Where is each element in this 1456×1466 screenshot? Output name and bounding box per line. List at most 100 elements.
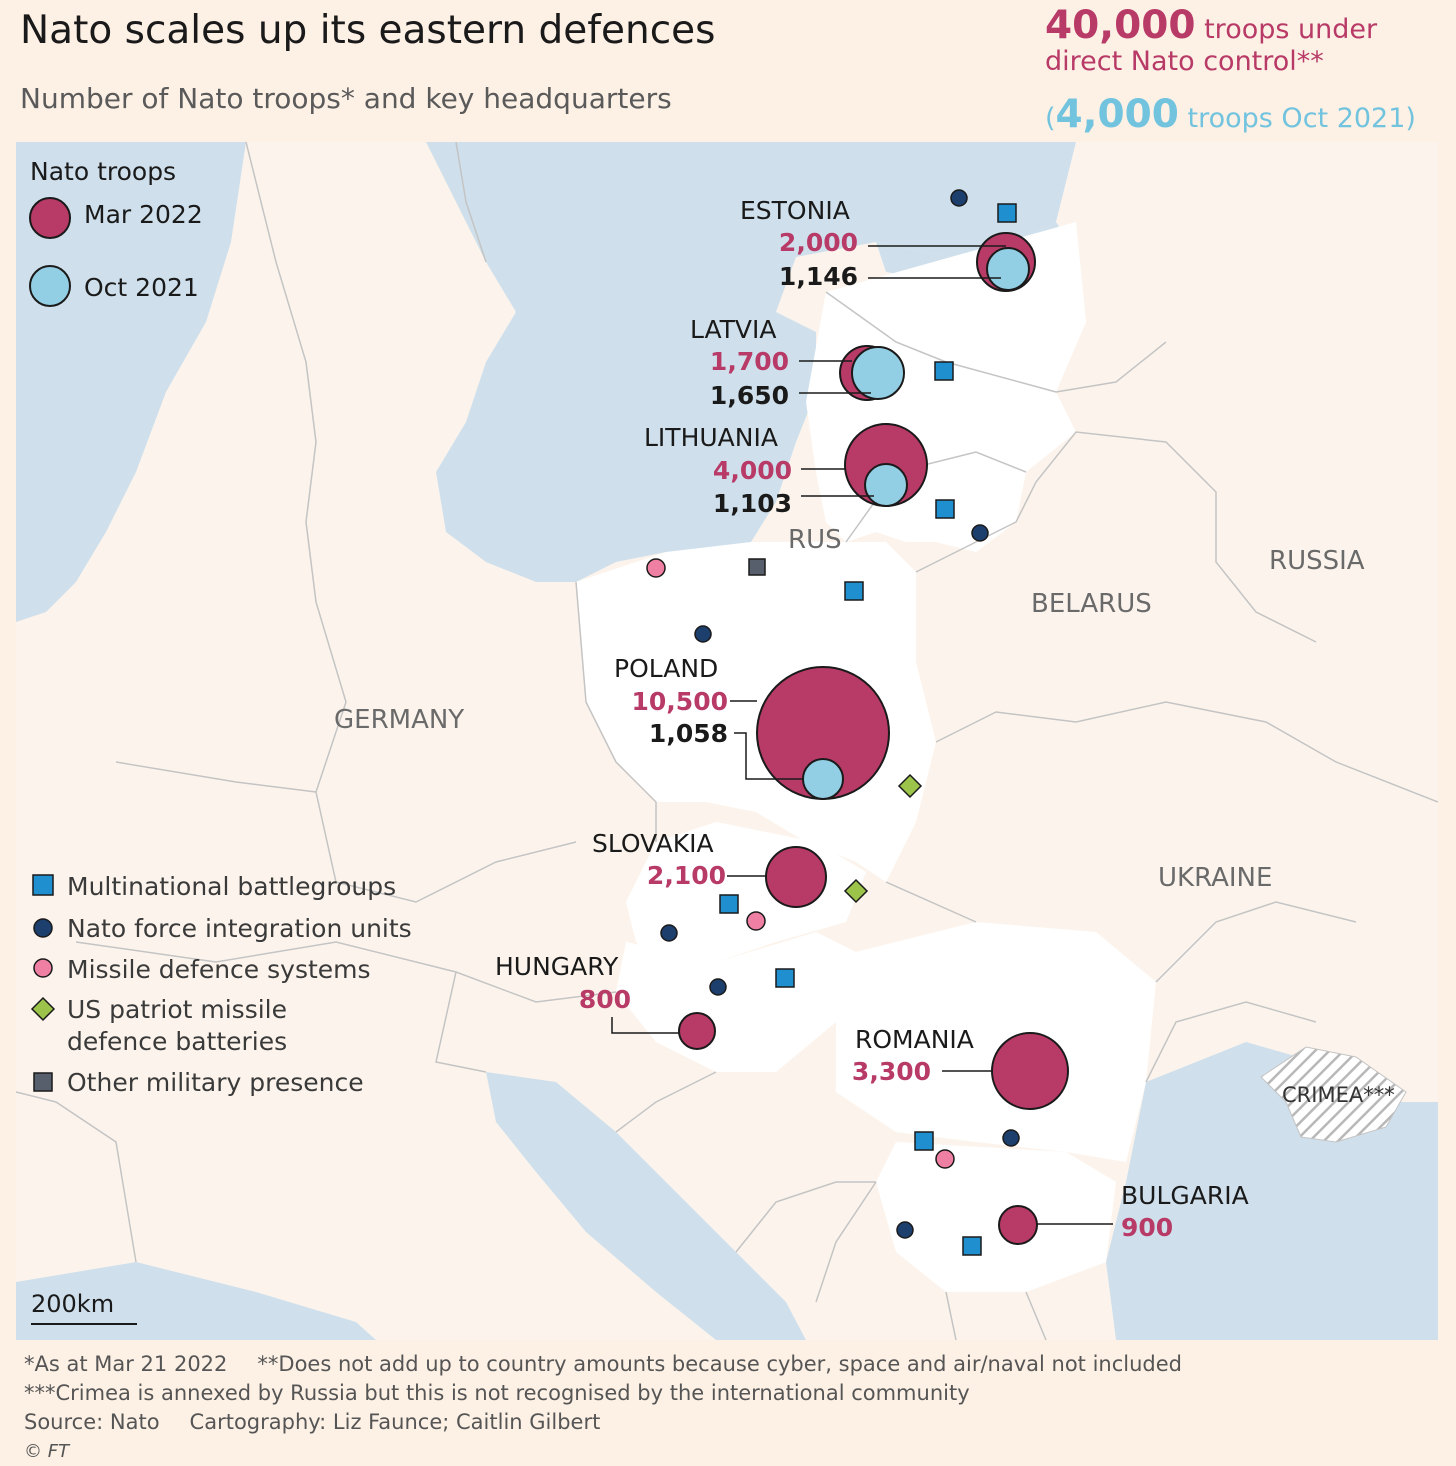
scale-label: 200km — [31, 1290, 114, 1318]
legend-patriot-diamond-icon — [30, 996, 56, 1022]
highlight-hungary — [616, 932, 856, 1072]
country-estonia-name: ESTONIA — [740, 196, 850, 225]
country-romania-name: ROMANIA — [855, 1025, 974, 1054]
battlegroup-latvia-icon — [934, 361, 954, 381]
country-latvia-name: LATVIA — [690, 315, 777, 344]
battlegroup-bulgaria-icon — [962, 1236, 982, 1256]
footer-credit: Cartography: Liz Faunce; Caitlin Gilbert — [189, 1410, 601, 1434]
footer-source: Source: Nato — [24, 1410, 160, 1434]
legend-nfiu-label: Nato force integration units — [67, 914, 412, 943]
nfiu-bulgaria-icon — [896, 1221, 914, 1239]
summary-mar: 40,000 troops under direct Nato control*… — [1045, 6, 1445, 78]
highlight-poland — [576, 542, 936, 882]
nfiu-poland-icon — [694, 625, 712, 643]
battlegroup-lithuania-icon — [935, 499, 955, 519]
highlight-romania — [836, 922, 1156, 1162]
bubble-slovakia-mar — [765, 846, 827, 908]
patriot-slovakia-icon — [843, 878, 869, 904]
label-russia: RUSSIA — [1269, 546, 1365, 576]
battlegroup-hungary-icon — [775, 968, 795, 988]
bubble-hungary-mar — [678, 1012, 716, 1050]
country-lithuania-name: LITHUANIA — [644, 423, 778, 452]
country-latvia-oct: 1,650 — [710, 381, 789, 410]
map-panel: GERMANY RUS BELARUS RUSSIA UKRAINE CRIME… — [16, 142, 1438, 1340]
country-latvia-mar: 1,700 — [710, 347, 789, 376]
legend-missile-label: Missile defence systems — [67, 955, 371, 984]
missile-slovakia-icon — [746, 911, 766, 931]
country-lithuania-mar: 4,000 — [713, 456, 792, 485]
country-hungary-mar: 800 — [579, 985, 631, 1014]
troop-summary: 40,000 troops under direct Nato control*… — [1045, 6, 1445, 137]
legend-mar-label: Mar 2022 — [84, 200, 203, 229]
troops-legend-heading: Nato troops — [30, 157, 176, 186]
nfiu-lithuania-icon — [971, 524, 989, 542]
footnote-2: **Does not add up to country amounts bec… — [257, 1352, 1182, 1376]
troops-legend: Nato troops Mar 2022 Oct 2021 — [29, 157, 203, 307]
legend-nfiu-circle-icon — [33, 918, 53, 938]
highlight-bulgaria — [876, 1142, 1116, 1292]
country-estonia-mar: 2,000 — [779, 228, 858, 257]
page-subtitle: Number of Nato troops* and key headquart… — [20, 82, 672, 115]
nfiu-estonia-icon — [950, 189, 968, 207]
missile-romania-icon — [935, 1149, 955, 1169]
page-title: Nato scales up its eastern defences — [20, 8, 716, 53]
region-labels: GERMANY RUS BELARUS RUSSIA UKRAINE — [334, 525, 1365, 893]
bubble-latvia-oct — [851, 346, 905, 400]
battlegroup-poland-icon — [844, 581, 864, 601]
label-belarus: BELARUS — [1031, 589, 1152, 619]
label-rus: RUS — [788, 525, 842, 555]
country-estonia-oct: 1,146 — [779, 262, 858, 291]
troop-bubbles — [678, 232, 1069, 1245]
country-lithuania-oct: 1,103 — [713, 489, 792, 518]
bubble-estonia-oct — [986, 247, 1030, 291]
battlegroup-slovakia-icon — [719, 894, 739, 914]
footnote-3: ***Crimea is annexed by Russia but this … — [24, 1381, 970, 1405]
label-crimea: CRIMEA*** — [1282, 1083, 1395, 1107]
leader-lines — [611, 245, 1113, 1225]
footer-copyright: © FT — [24, 1441, 70, 1462]
legend-patriot-label: US patriot missile — [67, 995, 287, 1024]
country-hungary-name: HUNGARY — [495, 952, 619, 981]
other-presence-icon — [748, 558, 766, 576]
legend-battlegroup-label: Multinational battlegroups — [67, 872, 396, 901]
nfiu-slovakia-icon — [660, 924, 678, 942]
country-slovakia-mar: 2,100 — [647, 861, 726, 890]
legend-battlegroup-square-icon — [32, 874, 54, 896]
footer-line-3: Source: Nato Cartography: Liz Faunce; Cai… — [24, 1408, 1182, 1437]
footnote-1: *As at Mar 21 2022 — [24, 1352, 228, 1376]
legend-oct-circle — [29, 265, 71, 307]
bubble-bulgaria-mar — [998, 1205, 1038, 1245]
summary-oct: (4,000 troops Oct 2021) — [1045, 92, 1445, 137]
summary-mar-text2: direct Nato control** — [1045, 46, 1324, 77]
nfiu-hungary-icon — [709, 978, 727, 996]
country-labels: ESTONIA 2,000 1,146 LATVIA 1,700 1,650 L… — [495, 196, 1249, 1242]
nfiu-romania-icon — [1002, 1129, 1020, 1147]
footer-line-1: *As at Mar 21 2022 **Does not add up to c… — [24, 1350, 1182, 1379]
country-romania-mar: 3,300 — [852, 1057, 931, 1086]
summary-oct-open: ( — [1045, 103, 1056, 134]
battlegroup-estonia-icon — [997, 203, 1017, 223]
north-sea — [16, 142, 246, 622]
legend-other-square-icon — [33, 1072, 53, 1092]
country-bulgaria-mar: 900 — [1121, 1213, 1173, 1242]
map-svg: GERMANY RUS BELARUS RUSSIA UKRAINE CRIME… — [16, 142, 1438, 1340]
summary-oct-text: troops Oct 2021) — [1187, 103, 1416, 134]
border-lines — [16, 142, 1438, 1340]
legend-mar-circle — [29, 197, 71, 239]
summary-mar-value: 40,000 — [1045, 3, 1196, 48]
scale-bar: 200km — [31, 1290, 137, 1325]
label-germany: GERMANY — [334, 705, 464, 735]
symbols-legend: Multinational battlegroups Nato force in… — [30, 872, 412, 1097]
battlegroup-romania-icon — [914, 1131, 934, 1151]
bubble-lithuania-oct — [864, 463, 908, 507]
patriot-poland-icon — [897, 773, 923, 799]
bubble-romania-mar — [991, 1032, 1069, 1110]
summary-mar-text: troops under — [1204, 14, 1378, 45]
bubble-poland-oct — [802, 758, 844, 800]
country-poland-mar: 10,500 — [632, 687, 728, 716]
legend-other-label: Other military presence — [67, 1068, 364, 1097]
baltic-sea — [426, 142, 1076, 582]
summary-oct-value: 4,000 — [1055, 92, 1179, 137]
country-poland-name: POLAND — [614, 654, 718, 683]
crimea-area — [1260, 1046, 1407, 1143]
